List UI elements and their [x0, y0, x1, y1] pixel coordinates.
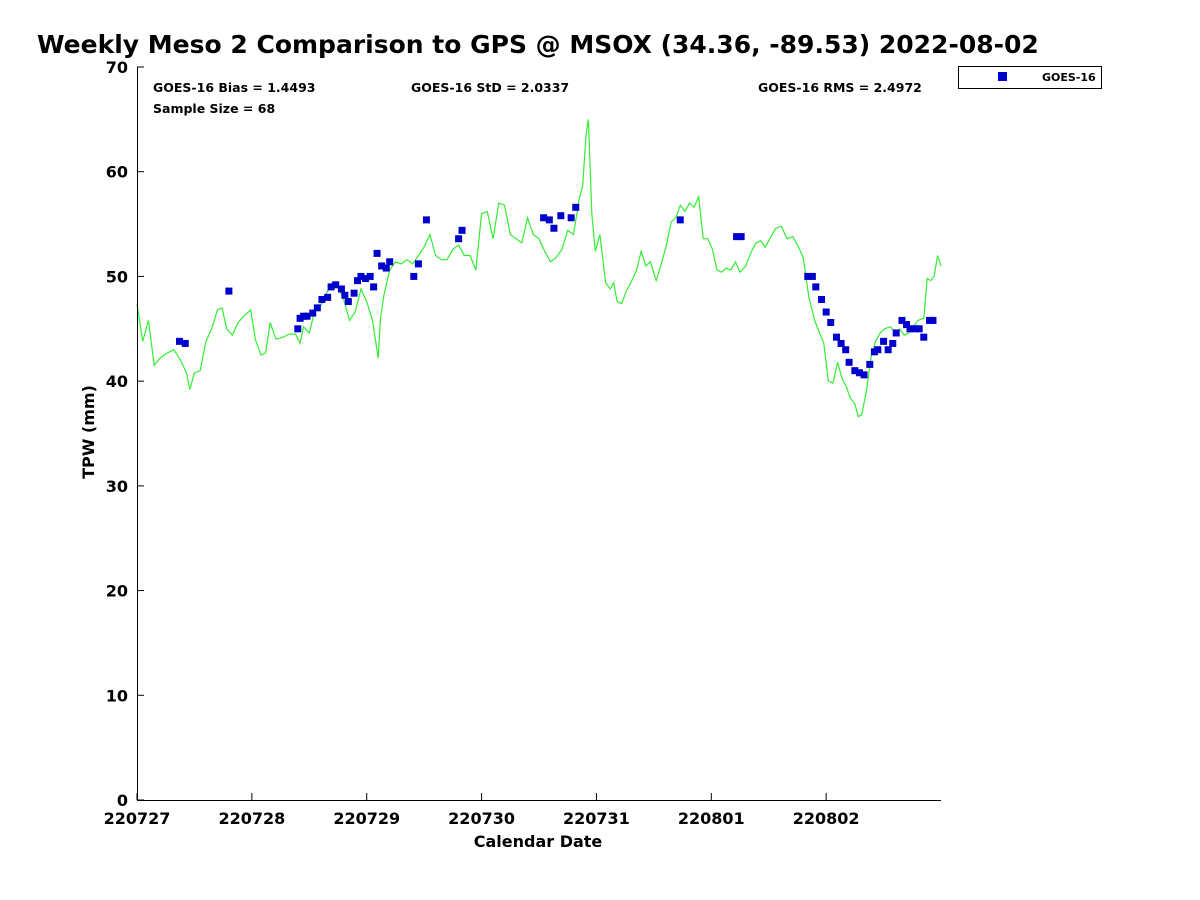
- y-tick-label: 60: [106, 163, 128, 182]
- goes-data-point: [382, 264, 390, 272]
- y-tick-label: 50: [106, 267, 128, 286]
- goes-data-point: [341, 291, 349, 299]
- goes-data-point: [929, 316, 937, 324]
- gps-series-line: [136, 119, 942, 418]
- goes-data-point: [455, 235, 463, 243]
- goes-data-point: [889, 339, 897, 347]
- std-stat: GOES-16 StD = 2.0337: [411, 80, 569, 95]
- goes-data-point: [318, 295, 326, 303]
- gps-line-layer: [136, 119, 942, 418]
- goes-data-point: [812, 283, 820, 291]
- legend: GOES-16: [958, 66, 1102, 89]
- goes-data-point: [737, 233, 745, 241]
- goes-data-point: [567, 214, 575, 222]
- goes-data-point: [874, 346, 882, 354]
- goes-data-point: [344, 298, 352, 306]
- goes-data-point: [458, 226, 466, 234]
- x-tick-label: 220801: [678, 809, 745, 828]
- goes-data-point: [350, 289, 358, 297]
- goes-data-point: [898, 316, 906, 324]
- goes-data-point: [175, 337, 183, 345]
- goes-data-point: [370, 283, 378, 291]
- goes-data-point: [920, 333, 928, 341]
- goes-data-point: [410, 272, 418, 280]
- goes-data-point: [550, 224, 558, 232]
- goes-data-point: [386, 258, 394, 266]
- goes-data-point: [545, 216, 553, 224]
- y-tick-label: 70: [106, 58, 128, 77]
- goes-data-point: [225, 287, 233, 295]
- goes-data-point: [309, 309, 317, 317]
- y-axis-ticks: 0 10 20 30 40 50 60 70: [106, 58, 144, 810]
- goes-data-point: [414, 260, 422, 268]
- goes-data-point: [557, 212, 565, 220]
- x-axis-ticks: 220727 220728 220729 220730 220731 220801 2208…: [104, 793, 860, 828]
- rms-stat: GOES-16 RMS = 2.4972: [758, 80, 922, 95]
- x-tick-label: 220802: [793, 809, 860, 828]
- x-tick-label: 220729: [333, 809, 400, 828]
- goes-data-point: [880, 337, 888, 345]
- x-axis-label: Calendar Date: [474, 832, 603, 851]
- goes-points-layer: [175, 203, 937, 379]
- y-tick-label: 0: [117, 791, 128, 810]
- goes-data-point: [354, 277, 362, 285]
- goes-data-point: [845, 358, 853, 366]
- x-tick-label: 220728: [218, 809, 285, 828]
- goes-data-point: [362, 275, 370, 283]
- y-tick-label: 20: [106, 582, 128, 601]
- goes-data-point: [818, 295, 826, 303]
- goes-data-point: [851, 367, 859, 375]
- goes-data-point: [911, 325, 919, 333]
- goes-data-point: [855, 369, 863, 377]
- goes-data-point: [892, 329, 900, 337]
- goes-data-point: [332, 281, 340, 289]
- goes-data-point: [303, 312, 311, 320]
- y-tick-label: 10: [106, 686, 128, 705]
- goes-data-point: [572, 203, 580, 211]
- y-tick-label: 30: [106, 477, 128, 496]
- goes-data-point: [373, 249, 381, 257]
- goes-data-point: [837, 339, 845, 347]
- x-tick-label: 220727: [104, 809, 171, 828]
- goes-data-point: [337, 285, 345, 293]
- goes-data-point: [366, 272, 374, 280]
- x-tick-label: 220730: [448, 809, 515, 828]
- goes-data-point: [540, 214, 548, 222]
- goes-data-point: [884, 346, 892, 354]
- goes-data-point: [827, 319, 835, 327]
- goes-data-point: [903, 321, 911, 329]
- goes-data-point: [860, 371, 868, 379]
- legend-marker: [998, 72, 1007, 81]
- goes-data-point: [915, 325, 923, 333]
- goes-data-point: [422, 216, 430, 224]
- goes-data-point: [327, 283, 335, 291]
- chart-title: Weekly Meso 2 Comparison to GPS @ MSOX (…: [37, 30, 1039, 59]
- sample-size-stat: Sample Size = 68: [153, 101, 275, 116]
- y-tick-label: 40: [106, 372, 128, 391]
- goes-data-point: [733, 233, 741, 241]
- goes-data-point: [822, 308, 830, 316]
- goes-data-point: [832, 333, 840, 341]
- goes-data-point: [357, 272, 365, 280]
- legend-label: GOES-16: [1042, 71, 1096, 84]
- y-axis-label: TPW (mm): [79, 385, 98, 479]
- legend-box: [958, 66, 1102, 89]
- goes-data-point: [866, 360, 874, 368]
- goes-data-point: [294, 325, 302, 333]
- goes-data-point: [676, 216, 684, 224]
- plot-area: 220727 220728 220729 220730 220731 220801 2208…: [104, 58, 942, 828]
- goes-data-point: [181, 339, 189, 347]
- x-tick-label: 220731: [563, 809, 630, 828]
- axes: [137, 67, 941, 801]
- goes-data-point: [804, 272, 812, 280]
- goes-data-point: [808, 272, 816, 280]
- bias-stat: GOES-16 Bias = 1.4493: [153, 80, 315, 95]
- goes-data-point: [378, 262, 386, 270]
- goes-data-point: [906, 325, 914, 333]
- goes-data-point: [842, 346, 850, 354]
- goes-data-point: [313, 304, 321, 312]
- goes-data-point: [324, 293, 332, 301]
